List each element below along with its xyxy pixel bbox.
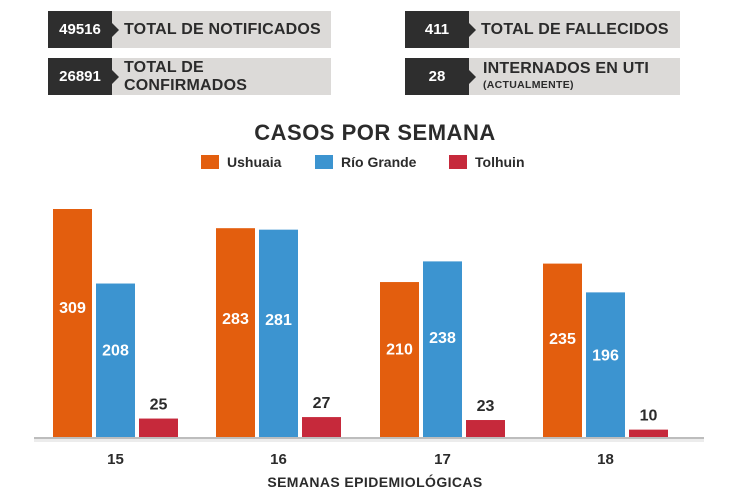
x-tick-label-17: 17: [434, 451, 451, 468]
x-tick-label-16: 16: [270, 451, 287, 468]
x-axis-shadow: [34, 439, 704, 442]
data-label-rio-grande-16: 281: [265, 312, 292, 329]
stat-fallecidos: 411 TOTAL DE FALLECIDOS: [405, 11, 680, 48]
data-label-rio-grande-15: 208: [102, 343, 129, 360]
x-tick-label-18: 18: [597, 451, 614, 468]
legend-label: Río Grande: [341, 154, 417, 170]
chart-title: CASOS POR SEMANA: [254, 120, 496, 145]
stat-value: 28: [405, 58, 476, 95]
bar-ushuaia-17: [380, 282, 419, 437]
stat-notificados: 49516 TOTAL DE NOTIFICADOS: [48, 11, 331, 48]
data-label-tolhuin-15: 25: [150, 397, 168, 414]
bar-tolhuin-18: [629, 429, 668, 437]
data-label-rio-grande-18: 196: [592, 348, 619, 365]
bar-tolhuin-16: [302, 417, 341, 437]
stat-value: 26891: [48, 58, 119, 95]
x-tick-label-15: 15: [107, 451, 124, 468]
stat-label-main: INTERNADOS EN UTI: [483, 59, 650, 77]
legend-swatch: [315, 155, 333, 169]
bar-tolhuin-17: [466, 420, 505, 437]
stat-internados: 28 INTERNADOS EN UTI (ACTUALMENTE): [405, 58, 680, 95]
legend-label: Ushuaia: [227, 154, 282, 170]
chart-legend: Ushuaia Río Grande Tolhuin: [0, 154, 750, 174]
stat-label: TOTAL DE CONFIRMADOS: [112, 58, 331, 95]
data-label-ushuaia-18: 235: [549, 331, 576, 348]
data-label-tolhuin-16: 27: [313, 395, 331, 412]
bar-ushuaia-18: [543, 263, 582, 437]
stat-label: INTERNADOS EN UTI (ACTUALMENTE): [469, 58, 680, 95]
stat-value: 411: [405, 11, 476, 48]
stat-value: 49516: [48, 11, 119, 48]
stat-label: TOTAL DE FALLECIDOS: [469, 11, 680, 48]
data-label-ushuaia-16: 283: [222, 311, 249, 328]
legend-label: Tolhuin: [475, 154, 525, 170]
x-axis-title: SEMANAS EPIDEMIOLÓGICAS: [267, 474, 483, 490]
bar-ushuaia-15: [53, 209, 92, 437]
legend-item-ushuaia: Ushuaia: [201, 154, 281, 170]
data-label-tolhuin-18: 10: [640, 408, 658, 425]
x-axis-line: [34, 437, 704, 439]
stat-label: TOTAL DE NOTIFICADOS: [112, 11, 331, 48]
legend-swatch: [449, 155, 467, 169]
bar-rio-grande-18: [586, 292, 625, 437]
bar-rio-grande-17: [423, 261, 462, 437]
bar-ushuaia-16: [216, 228, 255, 437]
bar-rio-grande-16: [259, 229, 298, 437]
legend-item-tolhuin: Tolhuin: [449, 154, 525, 170]
data-label-ushuaia-17: 210: [386, 342, 413, 359]
data-label-ushuaia-15: 309: [59, 300, 86, 317]
stat-confirmados: 26891 TOTAL DE CONFIRMADOS: [48, 58, 331, 95]
data-label-rio-grande-17: 238: [429, 330, 456, 347]
legend-item-rio-grande: Río Grande: [315, 154, 416, 170]
stat-label-sub: (ACTUALMENTE): [483, 78, 574, 91]
bar-rio-grande-15: [96, 283, 135, 437]
data-label-tolhuin-17: 23: [477, 398, 495, 415]
bar-chart: 309 208 25 15 283 281 27 16 210 238 23 17 235 196 10 18: [34, 209, 704, 468]
bar-tolhuin-15: [139, 418, 178, 437]
legend-swatch: [201, 155, 219, 169]
